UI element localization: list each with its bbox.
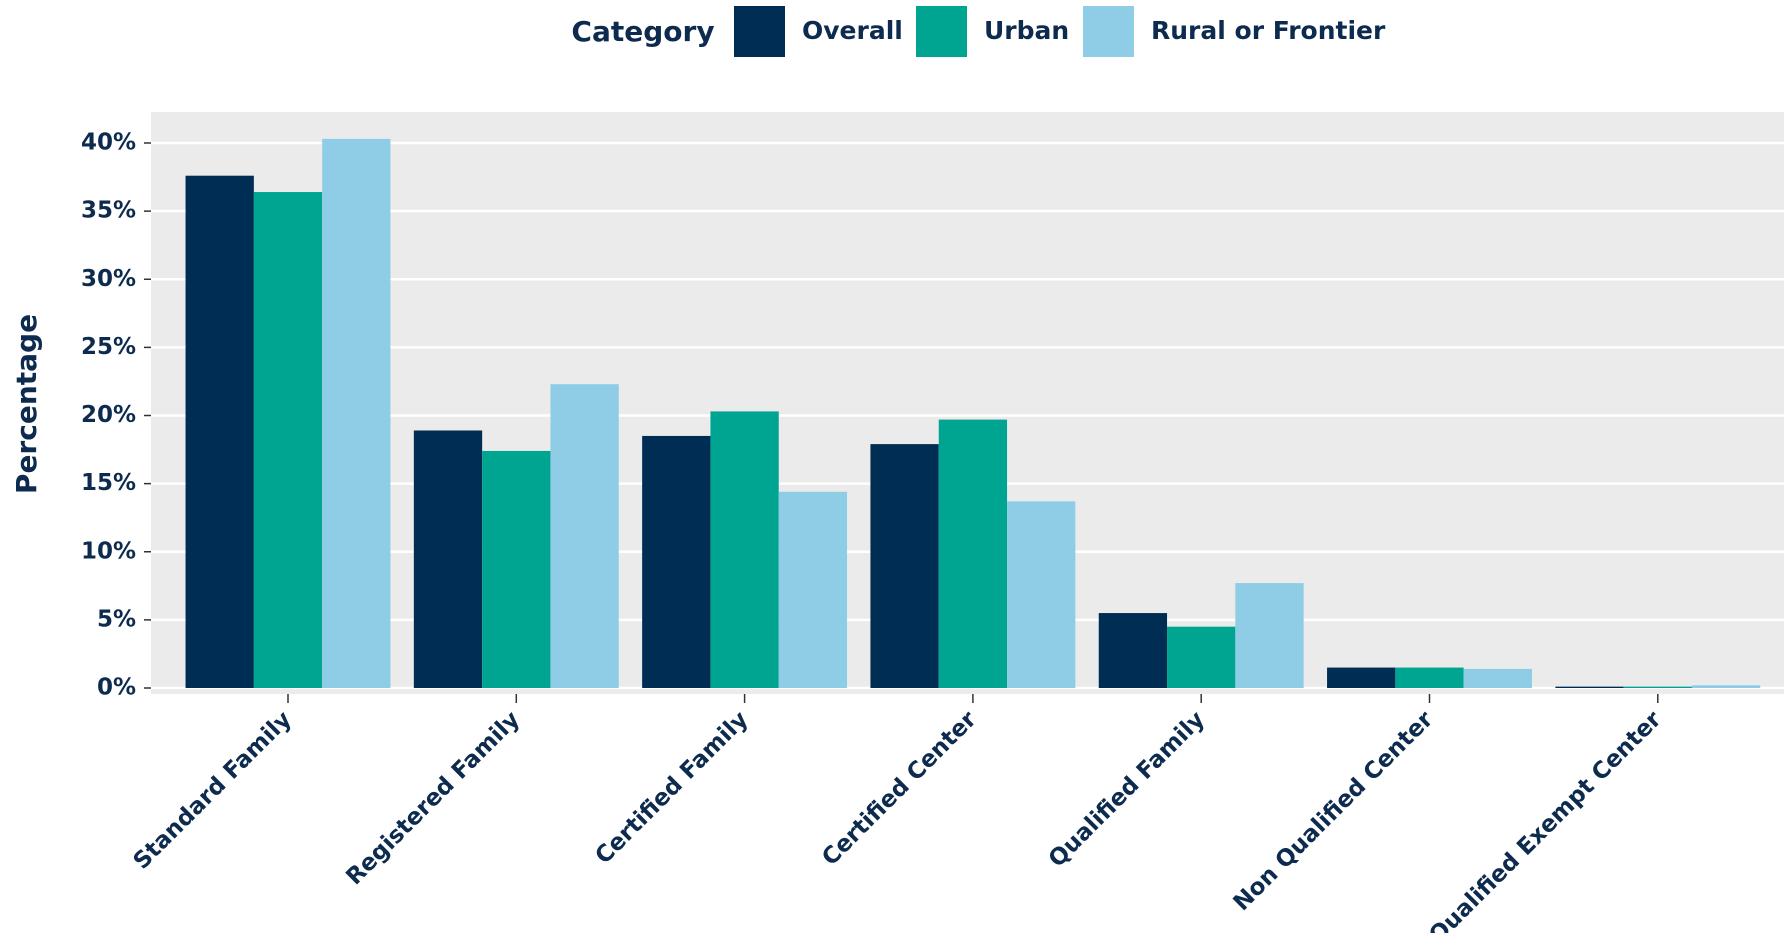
bar bbox=[1327, 667, 1396, 688]
bar bbox=[778, 491, 848, 688]
legend-swatch bbox=[1083, 6, 1134, 57]
x-tick-label: Standard Family bbox=[129, 706, 297, 874]
y-tick-label: 10% bbox=[81, 538, 136, 564]
legend-label: Overall bbox=[802, 16, 903, 45]
y-tick-label: 15% bbox=[81, 470, 136, 496]
y-tick-label: 5% bbox=[97, 606, 136, 632]
bar bbox=[550, 384, 619, 688]
bar bbox=[253, 192, 323, 689]
bar bbox=[938, 419, 1008, 688]
bar bbox=[1463, 668, 1532, 688]
y-tick-label: 35% bbox=[81, 198, 136, 224]
x-tick-label: Certified Family bbox=[590, 706, 753, 869]
bar bbox=[710, 411, 779, 688]
legend-label: Urban bbox=[984, 16, 1069, 45]
y-tick-label: 30% bbox=[81, 266, 136, 292]
legend-label: Rural or Frontier bbox=[1151, 16, 1386, 45]
bar bbox=[642, 435, 711, 688]
bar bbox=[185, 175, 254, 688]
y-tick-label: 40% bbox=[81, 130, 136, 156]
legend-title: Category bbox=[571, 15, 714, 48]
x-tick-label: Registered Family bbox=[341, 706, 525, 890]
bar bbox=[1098, 613, 1168, 688]
x-tick-label: Certified Center bbox=[817, 706, 982, 871]
y-tick-label: 25% bbox=[81, 334, 136, 360]
legend-swatch bbox=[916, 6, 967, 57]
x-tick-label: Non Qualified Center bbox=[1229, 706, 1439, 916]
legend-swatch bbox=[734, 6, 785, 57]
bar bbox=[1235, 583, 1304, 688]
y-axis-label: Percentage bbox=[10, 314, 43, 494]
bar bbox=[322, 138, 391, 689]
x-tick-label: Qualified Family bbox=[1044, 706, 1210, 872]
bar bbox=[1007, 501, 1076, 688]
y-tick-label: 0% bbox=[97, 675, 136, 701]
bar bbox=[413, 430, 483, 688]
bar bbox=[1167, 626, 1236, 688]
y-tick-label: 20% bbox=[81, 402, 136, 428]
x-tick-label: Qualified Exempt Center bbox=[1424, 706, 1667, 933]
bar bbox=[482, 450, 551, 688]
bar bbox=[1691, 685, 1761, 688]
bar bbox=[1623, 686, 1692, 688]
bar bbox=[1555, 686, 1624, 688]
bar bbox=[870, 444, 939, 688]
bar bbox=[1395, 667, 1464, 688]
